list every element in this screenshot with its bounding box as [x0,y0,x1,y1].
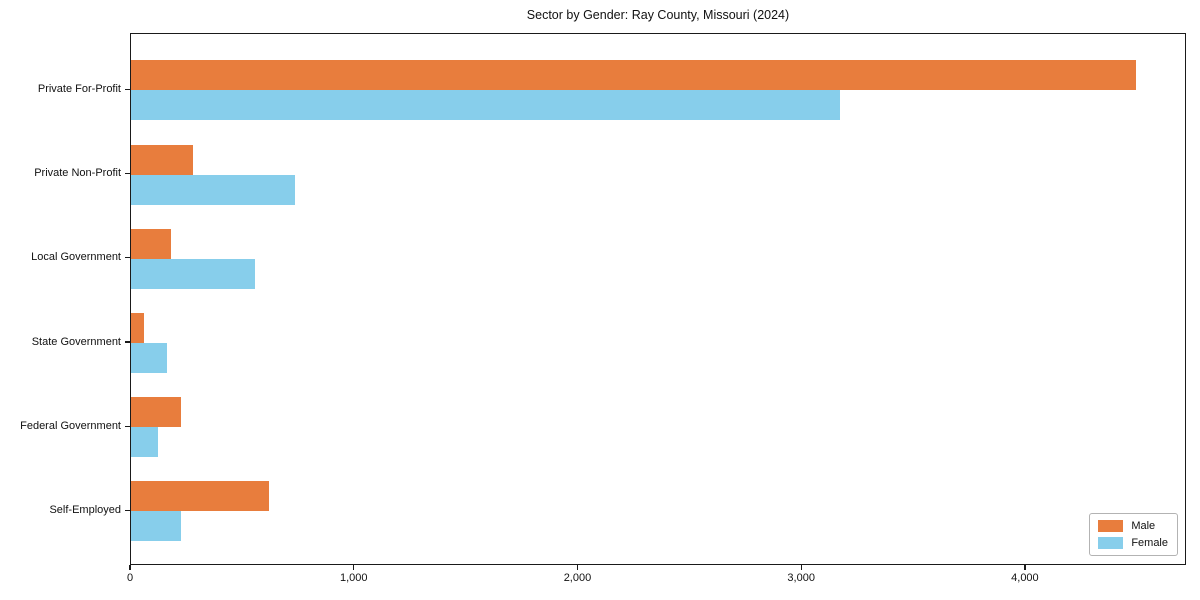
xtick-label-1,000: 1,000 [339,572,368,584]
xtick-label-3,000: 3,000 [787,572,815,584]
bar-male-private-non-profit [131,144,193,175]
legend-swatch-male [1098,520,1124,532]
ytick-label-federal-government: Federal Government [20,419,121,432]
xtick-label-0: 0 [126,572,134,584]
xtick-mark-0 [129,565,131,570]
bar-male-federal-government [131,397,182,428]
bar-male-local-government [131,228,172,259]
plot-area: Male Female [130,33,1186,565]
ytick-mark-local-government [125,257,130,259]
legend-item-male: Male [1098,520,1168,532]
xtick-label-2,000: 2,000 [563,572,592,584]
xtick-mark-4,000 [1024,565,1026,570]
xtick-mark-3,000 [800,565,802,570]
xtick-mark-2,000 [576,565,579,570]
bar-female-private-non-profit [131,174,295,205]
legend-item-female: Female [1098,537,1168,549]
bar-female-self-employed [131,511,182,542]
ytick-mark-state-government [125,341,130,343]
ytick-mark-self-employed [125,509,130,512]
ytick-label-state-government: State Government [31,335,121,348]
ytick-label-self-employed: Self-Employed [49,503,121,516]
ytick-mark-federal-government [125,425,130,427]
xtick-label-4,000: 4,000 [1011,572,1039,584]
legend-label-female: Female [1131,537,1168,549]
bar-female-private-for-profit [131,90,841,121]
legend: Male Female [1089,513,1178,556]
bar-female-federal-government [131,427,158,458]
chart-title: Sector by Gender: Ray County, Missouri (… [526,8,790,22]
bar-female-state-government [131,343,168,373]
bar-male-private-for-profit [131,60,1136,91]
legend-label-male: Male [1131,520,1156,532]
ytick-mark-private-for-profit [125,88,130,91]
bar-female-local-government [131,258,255,289]
ytick-label-private-non-profit: Private Non-Profit [34,167,121,180]
ytick-label-local-government: Local Government [31,251,121,264]
bar-male-self-employed [131,481,269,512]
xtick-mark-1,000 [353,565,355,570]
ytick-mark-private-non-profit [125,172,130,175]
legend-swatch-female [1098,537,1124,549]
ytick-label-private-for-profit: Private For-Profit [37,82,121,95]
bar-male-state-government [131,313,144,343]
